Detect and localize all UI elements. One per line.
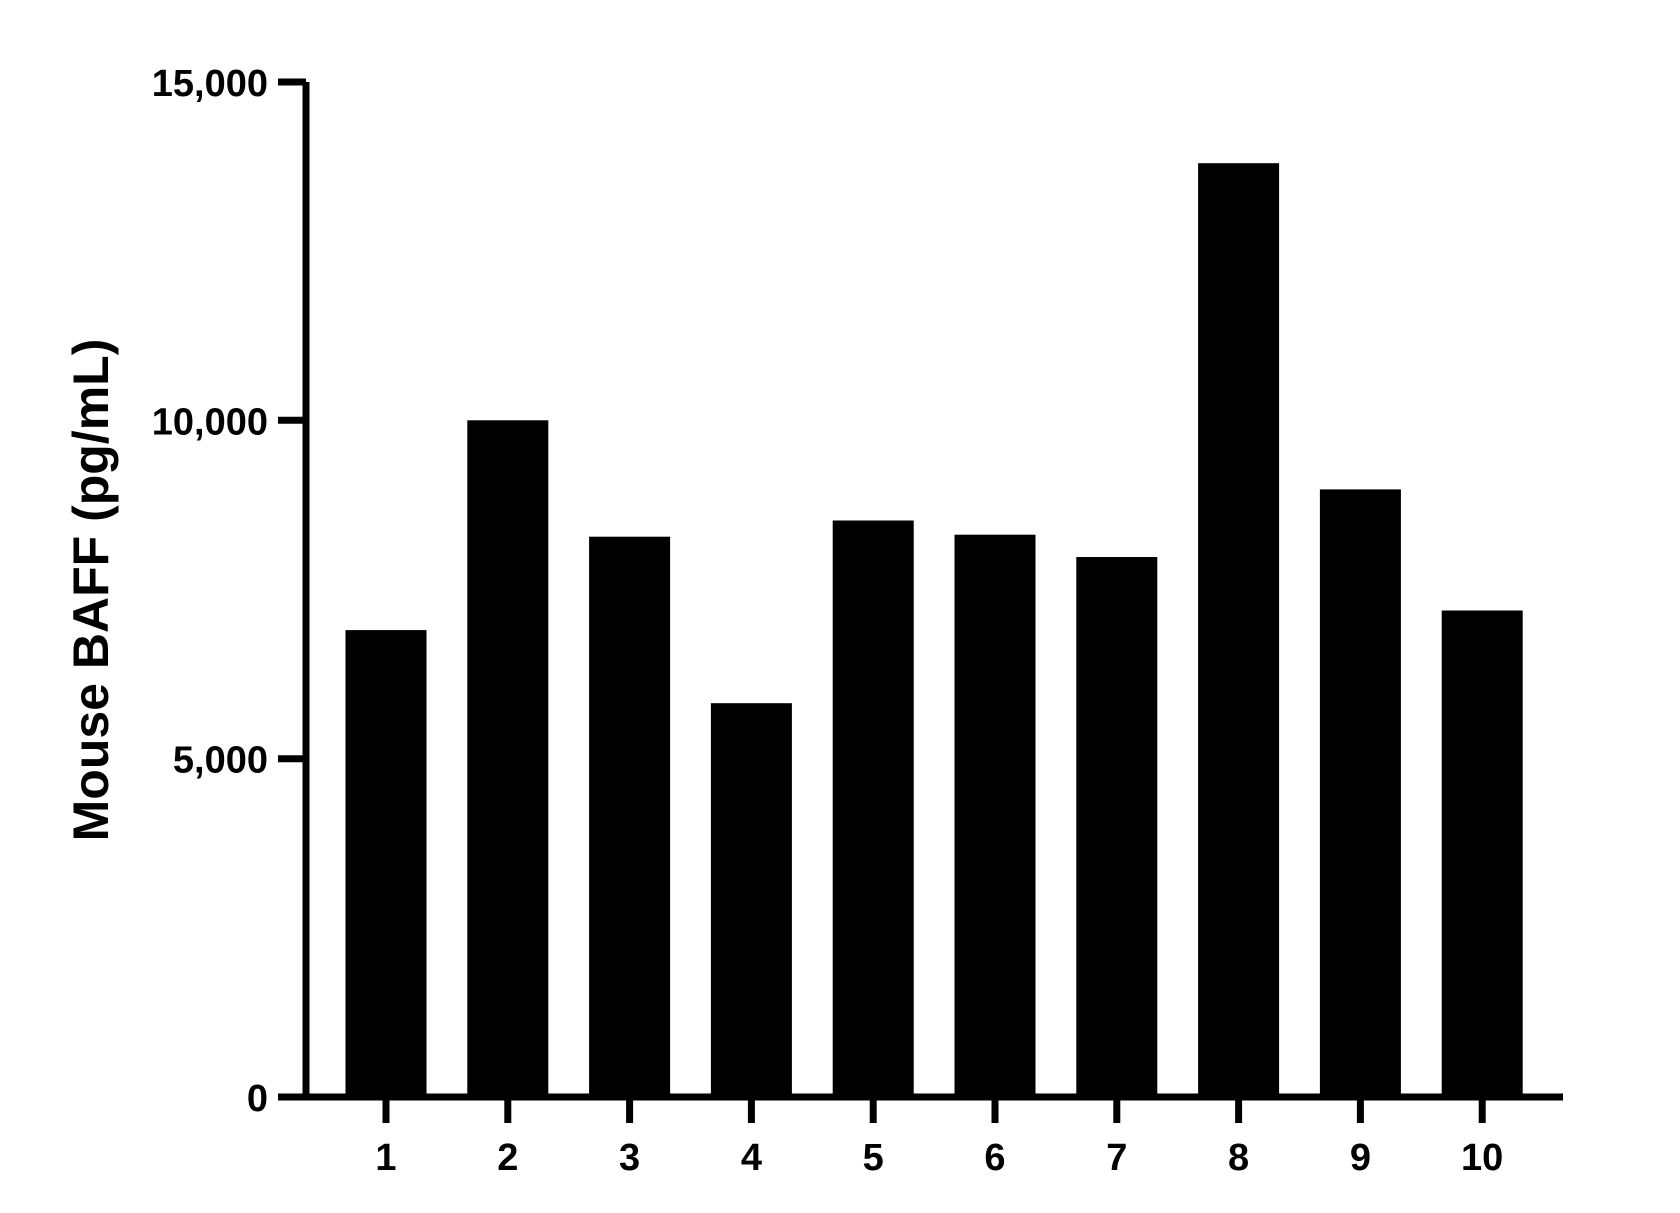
bar-1 <box>345 630 427 1097</box>
x-tick-label: 2 <box>497 1137 518 1179</box>
y-tick-label: 10,000 <box>152 401 268 443</box>
x-tick-label: 5 <box>863 1137 884 1179</box>
bar-4 <box>710 703 792 1097</box>
y-tick-label: 5,000 <box>173 740 268 782</box>
x-ticks: 1 2 3 4 5 6 7 8 9 10 <box>375 1097 1503 1179</box>
bars-layer <box>345 163 1523 1097</box>
bar-2 <box>467 420 549 1097</box>
x-tick-label: 10 <box>1461 1137 1503 1179</box>
y-ticks: 0 5,000 10,000 15,000 <box>152 63 306 1120</box>
bar-5 <box>832 520 914 1097</box>
bar-6 <box>954 534 1036 1097</box>
x-tick-label: 1 <box>375 1137 396 1179</box>
bar-3 <box>589 536 671 1097</box>
axes-layer <box>278 82 1563 1101</box>
x-tick-label: 4 <box>741 1137 762 1179</box>
bar-10 <box>1441 610 1523 1097</box>
x-tick-label: 7 <box>1106 1137 1127 1179</box>
bar-9 <box>1319 489 1401 1097</box>
y-tick-label: 15,000 <box>152 63 268 105</box>
bar-7 <box>1076 557 1158 1097</box>
y-tick-label: 0 <box>247 1078 268 1120</box>
x-tick-label: 3 <box>619 1137 640 1179</box>
y-axis-title: Mouse BAFF (pg/mL) <box>63 339 119 842</box>
x-tick-label: 9 <box>1350 1137 1371 1179</box>
bar-8 <box>1198 163 1280 1097</box>
x-tick-label: 8 <box>1228 1137 1249 1179</box>
x-tick-label: 6 <box>984 1137 1005 1179</box>
